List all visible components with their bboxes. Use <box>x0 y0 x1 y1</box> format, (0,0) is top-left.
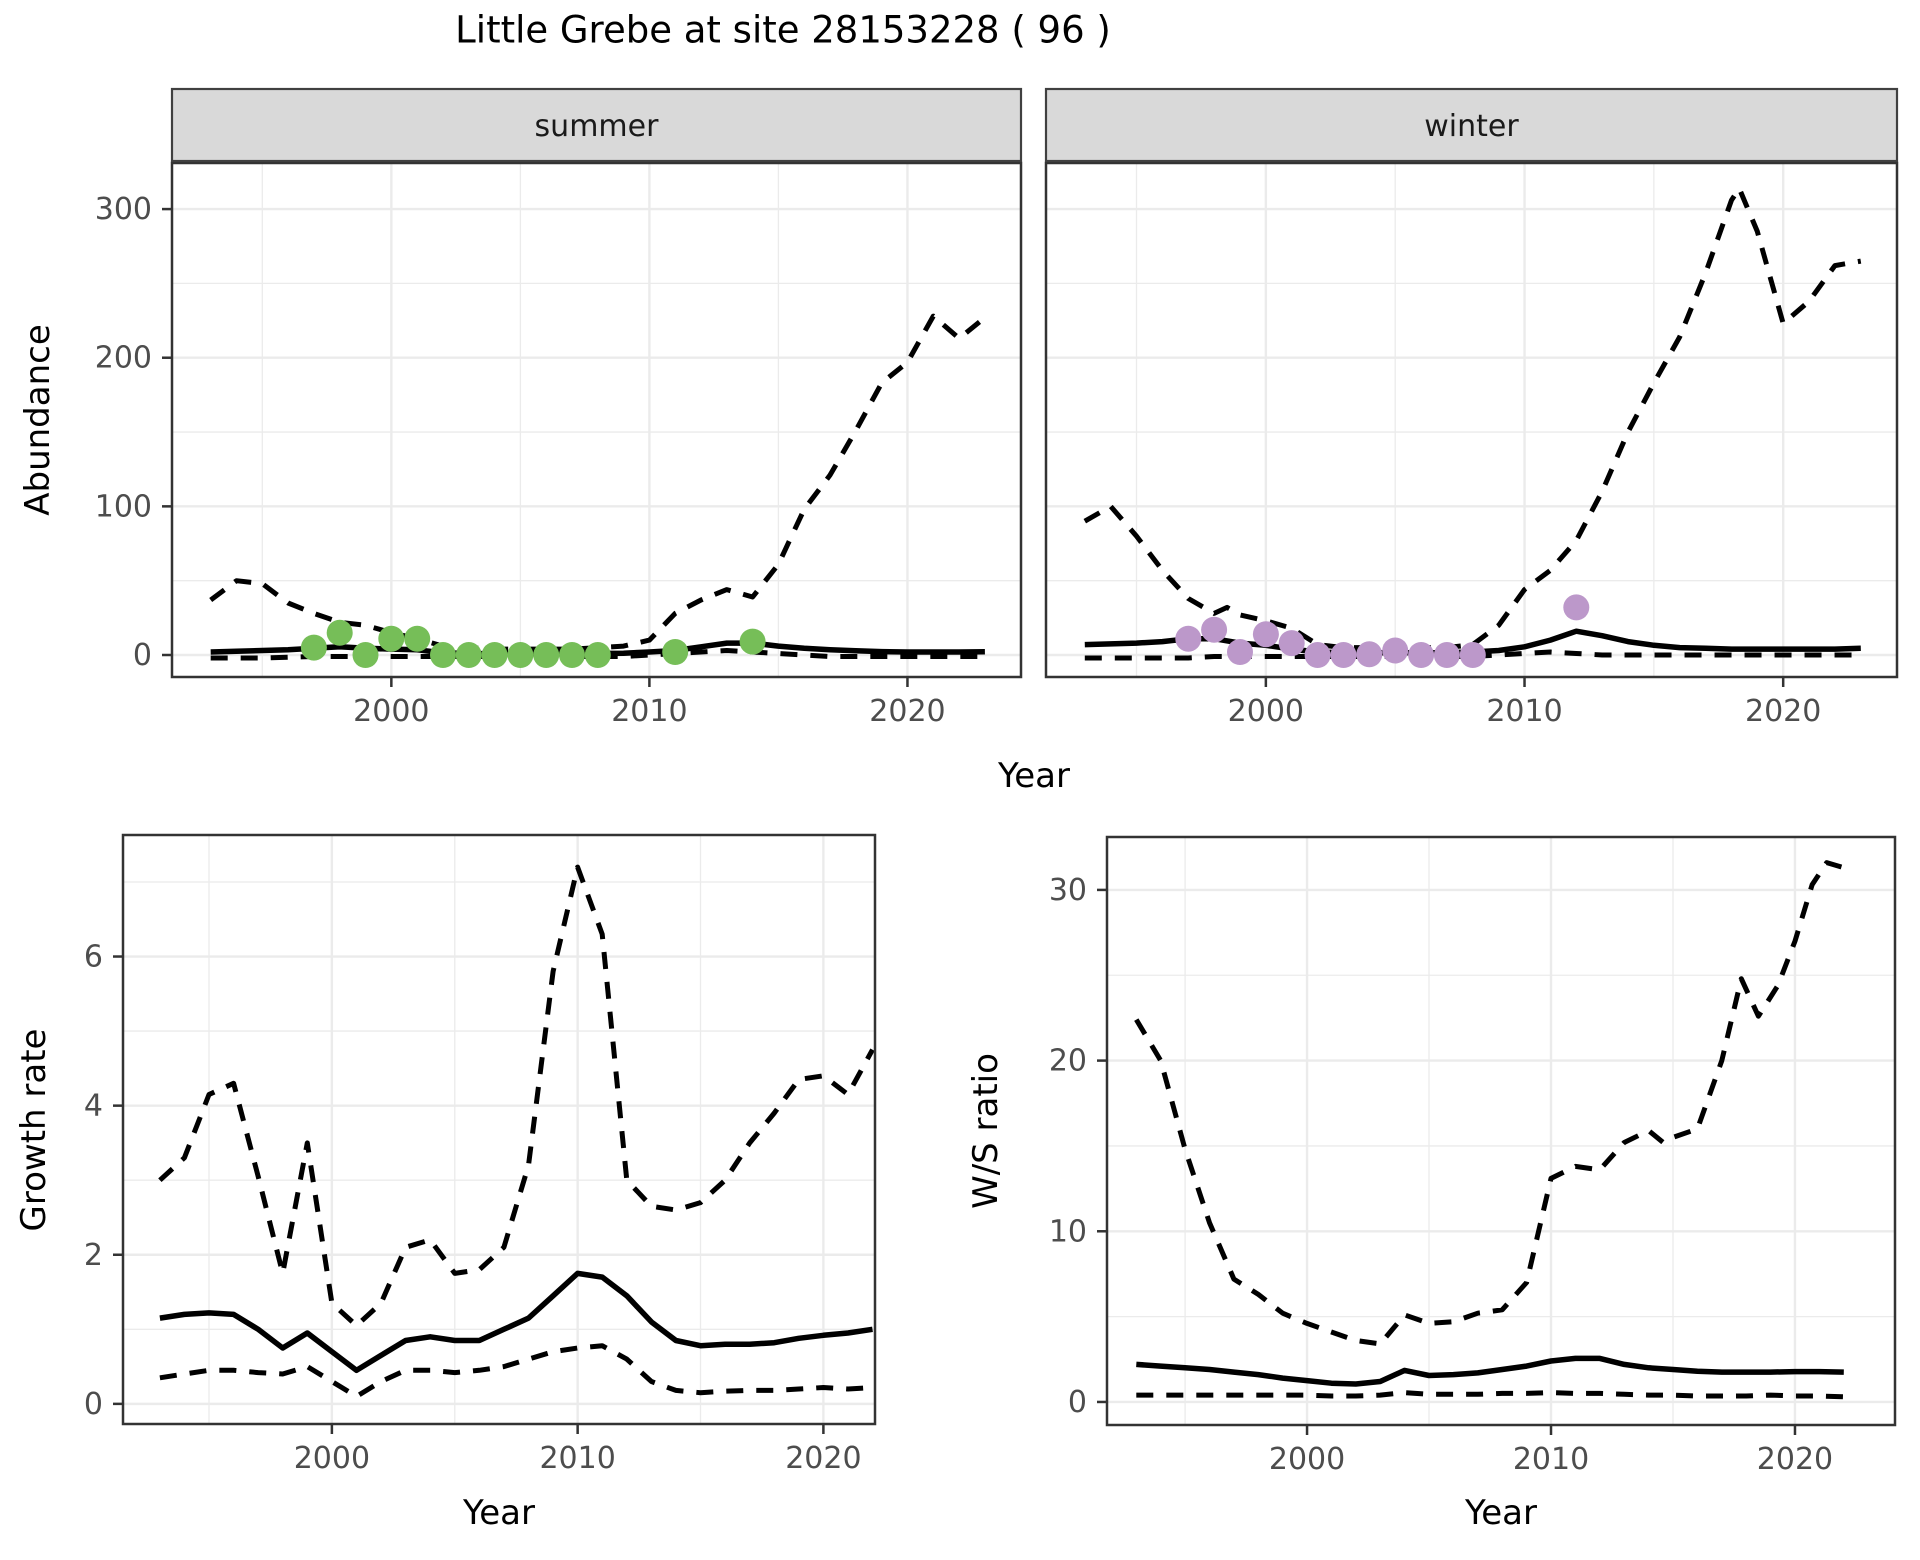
series-ws-ratio-fit <box>1136 1355 1844 1387</box>
data-point-winter-observations <box>1278 630 1305 657</box>
x-tick-label: 2010 <box>1486 694 1562 729</box>
data-point-winter-observations <box>1382 637 1409 664</box>
series-growth-rate-upper-ci <box>158 864 875 1329</box>
y-tick-label: 200 <box>95 341 152 376</box>
data-point-summer-observations <box>404 625 431 652</box>
panel-background <box>172 163 1021 677</box>
y-tick-label: 0 <box>133 638 152 673</box>
data-point-summer-observations <box>739 628 766 655</box>
data-point-winter-observations <box>1175 625 1202 652</box>
facet-strip-summer <box>170 87 1023 163</box>
data-point-winter-observations <box>1330 642 1357 668</box>
panel-background <box>1046 163 1897 677</box>
x-axis-title-year-top: Year <box>998 756 1070 796</box>
data-point-winter-observations <box>1408 642 1435 668</box>
facet-strip-winter <box>1044 87 1899 163</box>
y-tick-label: 0 <box>1068 1385 1087 1420</box>
data-point-winter-observations <box>1356 641 1383 668</box>
x-tick-label: 2000 <box>1228 694 1304 729</box>
panel-border <box>1105 835 1897 1427</box>
y-tick-label: 2 <box>84 1238 103 1273</box>
panel-border <box>170 161 1023 679</box>
y-tick-label: 10 <box>1049 1214 1087 1249</box>
data-point-summer-observations <box>455 642 482 668</box>
x-axis-title-year-ws: Year <box>1465 1493 1537 1533</box>
data-point-summer-observations <box>430 642 456 668</box>
data-point-winter-observations <box>1459 642 1486 668</box>
panel-abundance-winter: 2000 2010 2020 winter <box>1044 87 1899 729</box>
series-abundance-winter-lower-ci <box>1084 649 1861 661</box>
facet-strip-label: summer <box>535 109 660 144</box>
panel-border <box>121 833 877 1426</box>
x-tick-label: 2020 <box>785 1441 861 1476</box>
data-point-summer-observations <box>378 625 405 652</box>
y-tick-label: 100 <box>95 489 152 524</box>
x-axis-title-year-growth: Year <box>463 1493 535 1533</box>
y-axis-title-growth-rate: Growth rate <box>14 1028 54 1232</box>
y-tick-label: 300 <box>95 192 152 227</box>
panel-growth-rate: 2000 2010 2020 0 2 4 6 <box>84 833 877 1476</box>
series-ws-ratio-upper-ci <box>1134 860 1845 1347</box>
x-tick-label: 2010 <box>539 1441 615 1476</box>
data-point-summer-observations <box>326 619 353 646</box>
y-axis-title-ws-ratio: W/S ratio <box>966 1053 1006 1209</box>
data-point-winter-observations <box>1227 639 1253 665</box>
data-point-summer-observations <box>533 642 560 668</box>
data-point-summer-observations <box>352 642 379 668</box>
panel-abundance-summer: 2000 2010 2020 0 100 200 300 summer <box>95 87 1023 729</box>
data-point-summer-observations <box>584 642 611 668</box>
facet-strip-label: winter <box>1424 109 1519 144</box>
y-tick-label: 20 <box>1049 1044 1087 1079</box>
x-tick-label: 2020 <box>1745 694 1821 729</box>
data-point-summer-observations <box>507 642 534 668</box>
data-point-summer-observations <box>300 634 327 661</box>
data-point-winter-observations <box>1563 594 1590 621</box>
data-point-winter-observations <box>1252 621 1279 648</box>
x-tick-label: 2000 <box>353 694 429 729</box>
data-point-winter-observations <box>1433 642 1460 668</box>
data-point-summer-observations <box>481 642 508 668</box>
series-abundance-winter-upper-ci <box>1083 185 1862 651</box>
y-tick-label: 4 <box>84 1089 103 1124</box>
data-point-winter-observations <box>1304 642 1331 668</box>
x-tick-label: 2020 <box>1757 1442 1833 1477</box>
panel-background <box>1107 837 1895 1425</box>
x-tick-label: 2020 <box>869 694 945 729</box>
x-tick-label: 2010 <box>1513 1442 1589 1477</box>
data-point-winter-observations <box>1201 616 1228 643</box>
y-tick-label: 6 <box>84 940 103 975</box>
panel-ws-ratio: 2000 2010 2020 0 10 20 30 <box>1049 835 1897 1477</box>
series-growth-rate-fit <box>159 1270 873 1374</box>
panel-background <box>123 835 875 1424</box>
series-abundance-summer-lower-ci <box>210 648 985 661</box>
panel-border <box>1044 161 1899 679</box>
series-growth-rate-lower-ci <box>159 1343 873 1399</box>
data-point-summer-observations <box>559 642 585 668</box>
chart-title: Little Grebe at site 28153228 ( 96 ) <box>455 8 1111 52</box>
x-tick-label: 2000 <box>294 1441 370 1476</box>
y-tick-label: 30 <box>1049 873 1087 908</box>
y-tick-label: 0 <box>84 1387 103 1422</box>
data-point-summer-observations <box>662 639 689 665</box>
y-axis-title-abundance: Abundance <box>18 324 58 516</box>
x-tick-label: 2000 <box>1269 1442 1345 1477</box>
x-tick-label: 2010 <box>611 694 687 729</box>
